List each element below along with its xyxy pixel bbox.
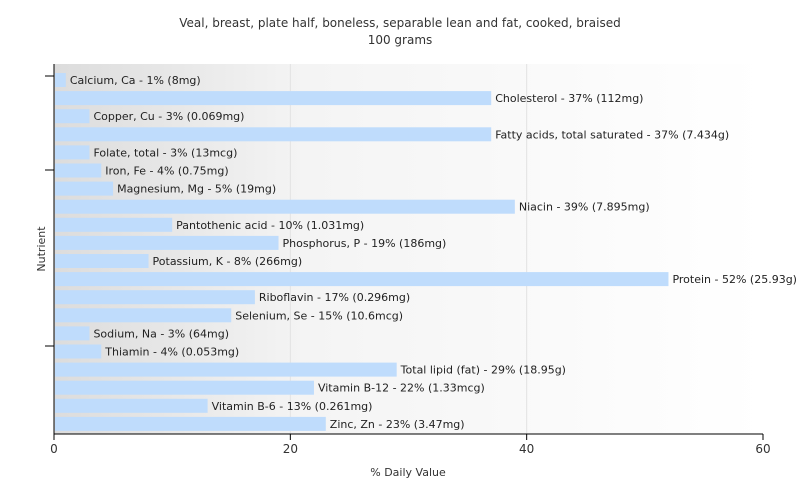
- chart-title: Veal, breast, plate half, boneless, sepa…: [179, 16, 621, 30]
- bar: [55, 127, 492, 142]
- bar-label: Vitamin B-12 - 22% (1.33mcg): [318, 382, 485, 395]
- bar-label: Folate, total - 3% (13mcg): [93, 146, 237, 159]
- chart-subtitle: 100 grams: [368, 33, 433, 47]
- bar: [55, 362, 397, 377]
- bar-label: Niacin - 39% (7.895mg): [519, 201, 650, 214]
- bar-label: Selenium, Se - 15% (10.6mcg): [235, 309, 403, 322]
- bar-label: Sodium, Na - 3% (64mg): [93, 327, 229, 340]
- bar: [55, 145, 90, 160]
- bars-group: Calcium, Ca - 1% (8mg) Cholesterol - 37% …: [55, 73, 797, 431]
- bar-label: Fatty acids, total saturated - 37% (7.43…: [495, 128, 729, 141]
- bar-label: Cholesterol - 37% (112mg): [495, 92, 643, 105]
- bar: [55, 109, 90, 124]
- bar-label: Calcium, Ca - 1% (8mg): [70, 74, 201, 87]
- bar: [55, 326, 90, 341]
- bar: [55, 217, 173, 232]
- bar: [55, 163, 102, 178]
- x-tick-label: 60: [755, 442, 770, 456]
- bar-label: Zinc, Zn - 23% (3.47mg): [330, 418, 465, 431]
- bar-label: Pantothenic acid - 10% (1.031mg): [176, 219, 364, 232]
- x-tick-label: 40: [519, 442, 534, 456]
- bar: [55, 181, 114, 196]
- bar: [55, 254, 149, 268]
- bar: [55, 308, 232, 323]
- bar-label: Riboflavin - 17% (0.296mg): [259, 291, 410, 304]
- y-axis-title: Nutrient: [35, 226, 48, 272]
- bar: [55, 73, 66, 87]
- bar: [55, 272, 669, 287]
- bar-label: Iron, Fe - 4% (0.75mg): [105, 165, 228, 178]
- x-tick-label: 20: [283, 442, 298, 456]
- bar-label: Protein - 52% (25.93g): [672, 273, 797, 286]
- bar: [55, 290, 255, 305]
- axes: [45, 64, 763, 435]
- x-axis-ticks: 0 20 40 60: [50, 434, 771, 456]
- bar-label: Copper, Cu - 3% (0.069mg): [93, 110, 244, 123]
- bar: [55, 235, 279, 250]
- x-tick-label: 0: [50, 442, 58, 456]
- bar-label: Vitamin B-6 - 13% (0.261mg): [212, 400, 373, 413]
- bar: [55, 91, 492, 106]
- bar: [55, 416, 326, 431]
- bar: [55, 380, 314, 395]
- bar-label: Total lipid (fat) - 29% (18.95g): [400, 364, 566, 377]
- bar-label: Phosphorus, P - 19% (186mg): [283, 237, 447, 250]
- bar-label: Thiamin - 4% (0.053mg): [104, 346, 239, 359]
- bar: [55, 398, 208, 413]
- bar-label: Potassium, K - 8% (266mg): [153, 255, 303, 268]
- bar: [55, 344, 102, 359]
- bar: [55, 199, 515, 214]
- bar-label: Magnesium, Mg - 5% (19mg): [117, 183, 276, 196]
- x-axis-title: % Daily Value: [370, 466, 446, 479]
